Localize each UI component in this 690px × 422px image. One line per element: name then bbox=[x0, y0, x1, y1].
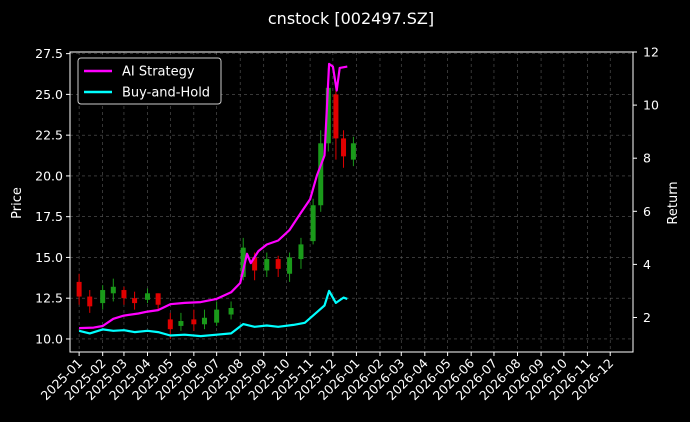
y-right-tick-label: 2 bbox=[643, 310, 651, 325]
y-right-tick-label: 8 bbox=[643, 151, 651, 166]
y-left-tick-label: 15.0 bbox=[35, 250, 63, 265]
candle-body bbox=[298, 244, 304, 260]
candle-body bbox=[341, 138, 347, 157]
y-left-tick-label: 27.5 bbox=[35, 46, 63, 61]
candle-body bbox=[76, 281, 82, 297]
candle-body bbox=[87, 296, 93, 307]
y-left-tick-label: 20.0 bbox=[35, 168, 63, 183]
y-left-tick-label: 17.5 bbox=[35, 209, 63, 224]
candle-body bbox=[178, 321, 184, 326]
candle-body bbox=[155, 293, 161, 305]
candle-body bbox=[264, 259, 270, 271]
legend-box bbox=[77, 57, 222, 105]
candle-body bbox=[333, 94, 339, 139]
candle-body bbox=[318, 143, 324, 206]
y-right-tick-label: 4 bbox=[643, 257, 651, 272]
y-left-tick-label: 12.5 bbox=[35, 291, 63, 306]
candle-body bbox=[228, 307, 234, 315]
candle-body bbox=[191, 319, 197, 325]
candle-body bbox=[310, 205, 316, 242]
candle-body bbox=[132, 298, 138, 304]
candle-body bbox=[121, 290, 127, 299]
candle-body bbox=[214, 309, 220, 323]
legend-label: AI Strategy bbox=[122, 65, 195, 80]
candle-body bbox=[275, 259, 281, 269]
y-right-tick-label: 6 bbox=[643, 204, 651, 219]
candle-body bbox=[201, 317, 207, 325]
candle-body bbox=[350, 143, 356, 160]
candle-body bbox=[325, 87, 331, 144]
candle-body bbox=[100, 290, 106, 304]
legend-label: Buy-and-Hold bbox=[122, 86, 210, 101]
candle-body bbox=[287, 257, 293, 274]
candle-body bbox=[252, 257, 258, 271]
legend: AI Strategy Buy-and-Hold bbox=[77, 57, 222, 105]
chart-title: cnstock [002497.SZ] bbox=[268, 9, 434, 28]
y-axis-right-label: Return bbox=[666, 181, 681, 224]
y-left-tick-label: 22.5 bbox=[35, 128, 63, 143]
candle-body bbox=[240, 247, 246, 277]
y-axis-left-label: Price bbox=[10, 187, 25, 219]
y-left-tick-label: 10.0 bbox=[35, 331, 63, 346]
plot-frame bbox=[69, 51, 634, 353]
y-left-tick-label: 25.0 bbox=[35, 87, 63, 102]
return-lines bbox=[78, 62, 348, 338]
grid bbox=[70, 52, 633, 352]
series-line-ai-strategy bbox=[79, 62, 348, 330]
y-right-tick-label: 12 bbox=[643, 45, 659, 60]
candle-body bbox=[110, 286, 116, 294]
y-right-tick-label: 10 bbox=[643, 98, 659, 113]
candle-body bbox=[144, 293, 150, 300]
series-line-buy-and-hold bbox=[78, 289, 348, 338]
candle-body bbox=[167, 319, 173, 330]
